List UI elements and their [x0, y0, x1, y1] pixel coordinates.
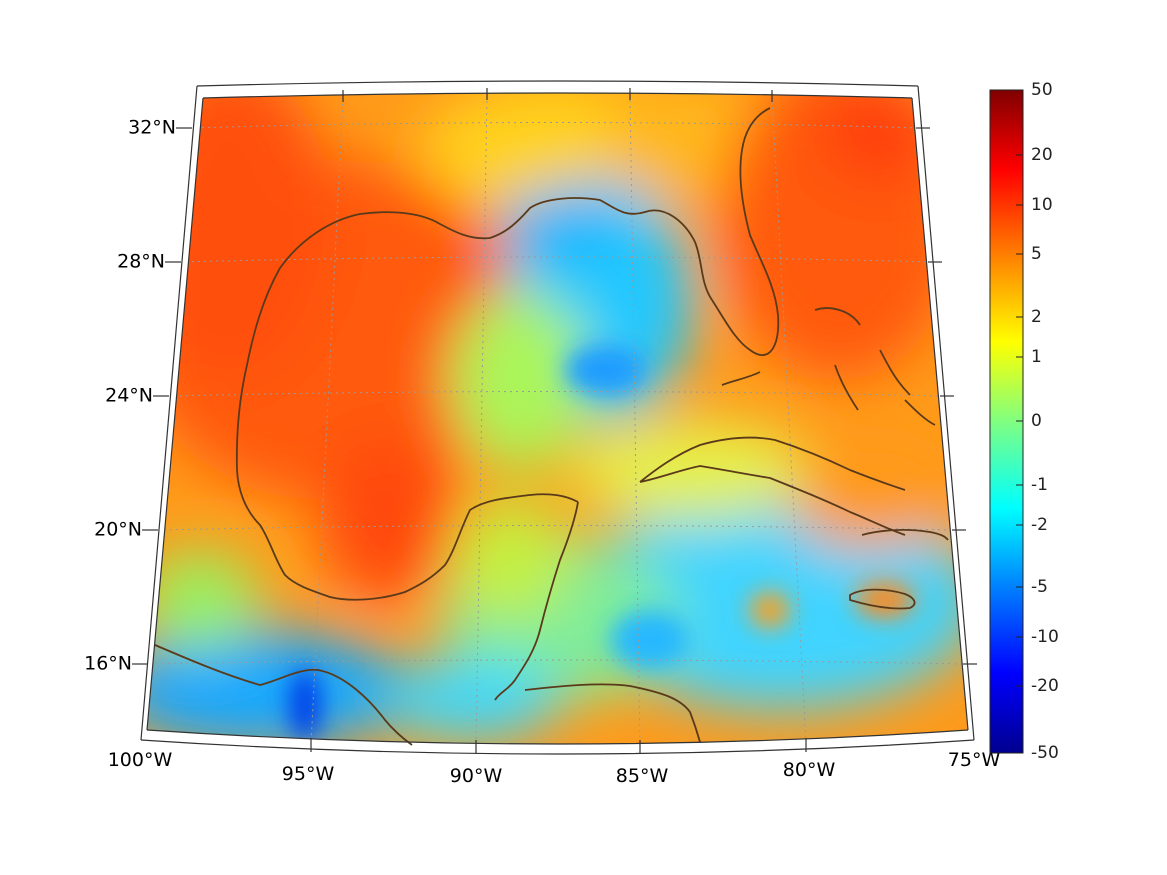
colorbar-label: -20	[1031, 676, 1059, 696]
colorbar-label: -10	[1031, 627, 1059, 647]
lon-label: 95°W	[282, 763, 335, 785]
lat-label: 32°N	[128, 117, 176, 139]
colorbar-label: -5	[1031, 577, 1048, 597]
lon-label: 80°W	[783, 759, 836, 781]
map-frame	[140, 80, 975, 755]
colorbar: 50 20 10 5 2 1 0 -1 -2 -5 -10 -20 -50	[989, 80, 1059, 763]
colorbar-label: 5	[1031, 244, 1042, 264]
lon-label: 90°W	[450, 765, 503, 787]
colorbar-labels: 50 20 10 5 2 1 0 -1 -2 -5 -10 -20 -50	[1031, 80, 1059, 763]
lon-label: 85°W	[616, 765, 669, 787]
colorbar-label: 0	[1031, 411, 1042, 431]
colorbar-label: 20	[1031, 145, 1053, 165]
colorbar-label: 10	[1031, 195, 1053, 215]
coastlines	[154, 107, 949, 746]
lat-label: 24°N	[105, 385, 153, 407]
longitude-labels: 100°W 95°W 90°W 85°W 80°W 75°W	[108, 749, 1001, 787]
colorbar-label: -2	[1031, 515, 1048, 535]
lat-label: 20°N	[94, 519, 142, 541]
graticule	[149, 93, 963, 744]
data-field	[147, 93, 968, 744]
colorbar-label: 1	[1031, 347, 1042, 367]
colorbar-label: 2	[1031, 307, 1042, 327]
colorbar-ticks	[1016, 154, 1023, 687]
colorbar-label: -1	[1031, 475, 1048, 495]
colorbar-label: -50	[1031, 743, 1059, 763]
frame-ticks	[132, 88, 977, 754]
lon-label: 75°W	[948, 749, 1001, 771]
latitude-labels: 32°N 28°N 24°N 20°N 16°N	[84, 117, 176, 675]
lon-label: 100°W	[108, 749, 173, 771]
lat-label: 28°N	[117, 251, 165, 273]
colorbar-label: 50	[1031, 80, 1053, 100]
lat-label: 16°N	[84, 653, 132, 675]
